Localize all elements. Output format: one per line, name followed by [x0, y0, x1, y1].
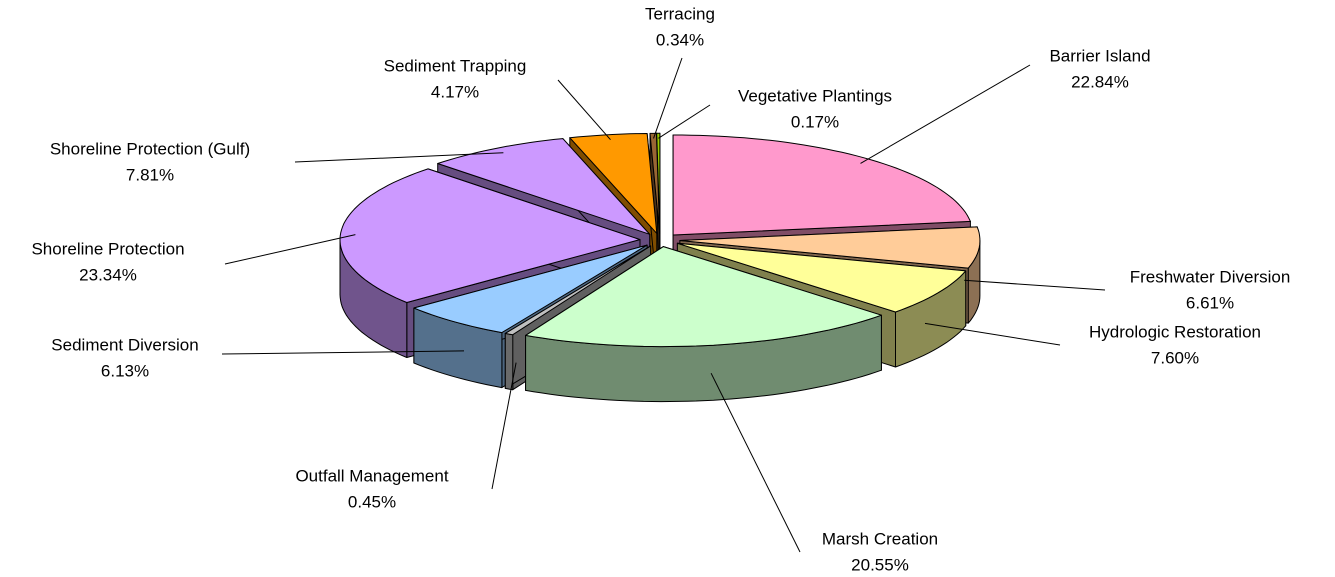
pie	[339, 132, 981, 403]
slice-value: 6.61%	[1186, 293, 1234, 312]
slice-top	[413, 244, 648, 334]
slice-value: 0.45%	[348, 492, 396, 511]
slice-top	[525, 246, 882, 348]
slice-top	[339, 168, 641, 303]
slice-top	[679, 226, 981, 269]
slice	[525, 246, 882, 403]
slice-value: 4.17%	[431, 82, 479, 101]
leader-line	[224, 234, 356, 265]
slice-value: 6.13%	[101, 361, 149, 380]
slice-top	[504, 245, 652, 336]
slice-label: Barrier Island	[1049, 46, 1150, 65]
slice-top	[649, 132, 661, 234]
leader-line	[924, 322, 1061, 346]
slice-label: Vegetative Plantings	[738, 86, 892, 105]
leader-line	[658, 104, 711, 139]
leader-line	[221, 350, 465, 355]
slice-top	[569, 133, 658, 234]
slice-side	[504, 332, 514, 391]
slice-value: 0.34%	[656, 30, 704, 49]
slice-label: Sediment Trapping	[384, 56, 527, 75]
slice-label: Hydrologic Restoration	[1089, 322, 1261, 341]
slice-label: Shoreline Protection (Gulf)	[50, 139, 250, 158]
slice-label: Sediment Diversion	[51, 335, 198, 354]
slice-label: Freshwater Diversion	[1130, 267, 1291, 286]
leader-line	[653, 57, 683, 139]
slice-label: Marsh Creation	[822, 529, 938, 548]
slice-label: Outfall Management	[295, 466, 448, 485]
leader-line	[964, 279, 1106, 291]
slice-top	[672, 134, 971, 236]
slice-top	[437, 138, 651, 235]
slice-value: 0.17%	[791, 112, 839, 131]
slice-top	[676, 242, 967, 313]
slice-label: Shoreline Protection	[31, 239, 184, 258]
slice-value: 20.55%	[851, 555, 909, 574]
leader-line	[710, 372, 801, 553]
leader-line	[491, 362, 517, 490]
slice-value: 23.34%	[79, 265, 137, 284]
slice-value: 7.60%	[1151, 348, 1199, 367]
leader-line	[294, 152, 504, 163]
leader-line	[860, 64, 1031, 164]
slice-value: 22.84%	[1071, 72, 1129, 91]
slice-value: 7.81%	[126, 165, 174, 184]
slice-label: Terracing	[645, 4, 715, 23]
leader-line	[557, 79, 611, 141]
